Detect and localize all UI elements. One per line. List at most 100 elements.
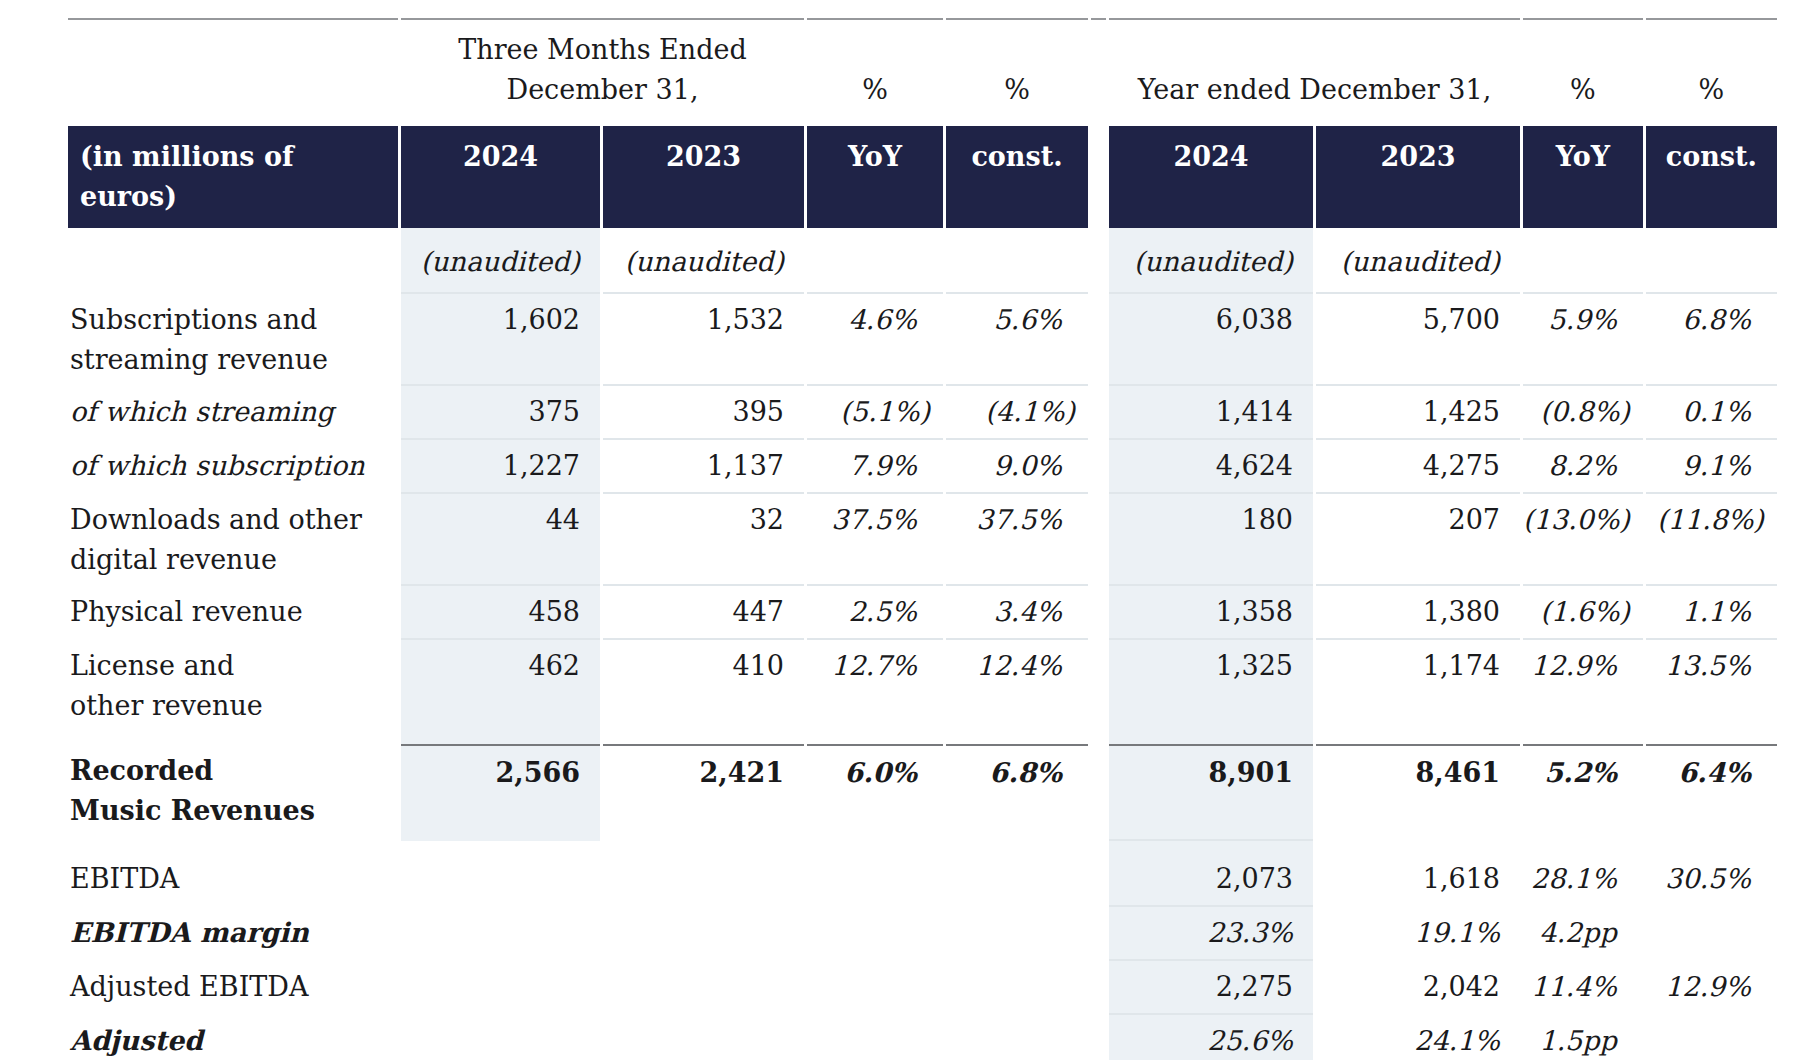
row-label: of which streaming xyxy=(68,386,398,440)
group-gap xyxy=(1091,841,1106,907)
column-header-q-2024: 2024 xyxy=(401,126,600,228)
column-header-fy-yoy: YoY xyxy=(1523,126,1643,228)
cell-fyyoy: (13.0%) xyxy=(1523,494,1643,586)
group-gap xyxy=(1091,1015,1106,1060)
row-label-line: Physical revenue xyxy=(70,592,394,632)
cell-q2024 xyxy=(401,961,600,1015)
blank-cell xyxy=(1109,18,1520,70)
cell-fyyoy: 5.2% xyxy=(1523,744,1643,841)
row-downloads-digital: Downloads and otherdigital revenue443237… xyxy=(68,494,1777,586)
table-body: (unaudited)(unaudited)(unaudited)(unaudi… xyxy=(68,228,1777,1060)
row-label: AdjustedEBITDA margin xyxy=(68,1015,398,1060)
column-header-fy-2023: 2023 xyxy=(1316,126,1520,228)
quarter-group-title-line1: Three Months Ended xyxy=(401,18,804,70)
row-recorded-music-revenues: RecordedMusic Revenues2,5662,4216.0%6.8%… xyxy=(68,744,1777,841)
cell-fyyoy: 12.9% xyxy=(1523,640,1643,744)
row-label: Adjusted EBITDA xyxy=(68,961,398,1015)
percent-header-fy-yoy: % xyxy=(1523,70,1643,126)
cell-fy2023: 5,700 xyxy=(1316,294,1520,386)
cell-q2024: 462 xyxy=(401,640,600,744)
row-ebitda-margin: EBITDA margin23.3%19.1%4.2pp xyxy=(68,907,1777,961)
cell-fyconst: 6.4% xyxy=(1646,744,1777,841)
cell-q2023 xyxy=(603,841,804,907)
cell-qyoy: 37.5% xyxy=(807,494,943,586)
cell-q2023: 2,421 xyxy=(603,744,804,841)
cell-fyyoy: 4.2pp xyxy=(1523,907,1643,961)
group-gap xyxy=(1091,294,1106,386)
cell-fyconst: 12.9% xyxy=(1646,961,1777,1015)
cell-qconst xyxy=(946,228,1088,294)
cell-fyyoy: 1.5pp xyxy=(1523,1015,1643,1060)
row-physical-revenue: Physical revenue4584472.5%3.4%1,3581,380… xyxy=(68,586,1777,640)
cell-qyoy: 6.0% xyxy=(807,744,943,841)
financial-results-table: Three Months Ended December 31, % % Year… xyxy=(65,18,1780,1060)
cell-q2023 xyxy=(603,1015,804,1060)
row-license-other: License andother revenue46241012.7%12.4%… xyxy=(68,640,1777,744)
row-label-line: digital revenue xyxy=(70,540,394,580)
cell-q2023: 32 xyxy=(603,494,804,586)
cell-fyconst: 13.5% xyxy=(1646,640,1777,744)
cell-q2024: 458 xyxy=(401,586,600,640)
cell-fy2024: 1,414 xyxy=(1109,386,1313,440)
row-unaudited: (unaudited)(unaudited)(unaudited)(unaudi… xyxy=(68,228,1777,294)
cell-q2023: 1,532 xyxy=(603,294,804,386)
cell-q2024 xyxy=(401,841,600,907)
row-label-line: Adjusted xyxy=(70,1021,394,1060)
cell-fy2024: 2,275 xyxy=(1109,961,1313,1015)
row-adjusted-ebitda-margin: AdjustedEBITDA margin25.6%24.1%1.5pp xyxy=(68,1015,1777,1060)
cell-qconst: 5.6% xyxy=(946,294,1088,386)
cell-fy2023: 19.1% xyxy=(1316,907,1520,961)
cell-qyoy: 4.6% xyxy=(807,294,943,386)
cell-fyyoy: 28.1% xyxy=(1523,841,1643,907)
row-adjusted-ebitda: Adjusted EBITDA2,2752,04211.4%12.9% xyxy=(68,961,1777,1015)
cell-fyyoy xyxy=(1523,228,1643,294)
cell-fy2024: 8,901 xyxy=(1109,744,1313,841)
cell-qconst: 9.0% xyxy=(946,440,1088,494)
cell-qconst xyxy=(946,961,1088,1015)
group-gap xyxy=(1091,586,1106,640)
blank-cell xyxy=(807,18,943,70)
cell-qyoy: (5.1%) xyxy=(807,386,943,440)
cell-qconst xyxy=(946,841,1088,907)
row-label-line: License and xyxy=(70,646,394,686)
cell-qconst: (4.1%) xyxy=(946,386,1088,440)
cell-fy2023: 4,275 xyxy=(1316,440,1520,494)
row-label-line: Subscriptions and xyxy=(70,300,394,340)
cell-fy2024: 25.6% xyxy=(1109,1015,1313,1060)
cell-q2024: (unaudited) xyxy=(401,228,600,294)
corner-blank xyxy=(68,18,398,70)
row-label-line: EBITDA xyxy=(70,859,394,899)
blank-cell xyxy=(1523,18,1643,70)
cell-qyoy: 2.5% xyxy=(807,586,943,640)
cell-q2024 xyxy=(401,1015,600,1060)
cell-q2024: 2,566 xyxy=(401,744,600,841)
header-period-row-2: December 31, % % Year ended December 31,… xyxy=(68,70,1777,126)
row-label: RecordedMusic Revenues xyxy=(68,744,398,841)
cell-fy2024: 180 xyxy=(1109,494,1313,586)
cell-q2023 xyxy=(603,907,804,961)
cell-qconst: 6.8% xyxy=(946,744,1088,841)
cell-fy2023: 1,380 xyxy=(1316,586,1520,640)
cell-qyoy: 12.7% xyxy=(807,640,943,744)
cell-fy2024: 1,358 xyxy=(1109,586,1313,640)
cell-fy2024: 4,624 xyxy=(1109,440,1313,494)
row-label: EBITDA xyxy=(68,841,398,907)
blank-cell xyxy=(946,18,1088,70)
cell-qyoy xyxy=(807,907,943,961)
cell-qconst: 3.4% xyxy=(946,586,1088,640)
cell-qconst xyxy=(946,907,1088,961)
cell-fyconst: 6.8% xyxy=(1646,294,1777,386)
cell-fyyoy: (0.8%) xyxy=(1523,386,1643,440)
percent-header-q-const: % xyxy=(946,70,1088,126)
cell-fy2024: 2,073 xyxy=(1109,841,1313,907)
cell-fyyoy: 5.9% xyxy=(1523,294,1643,386)
cell-qyoy xyxy=(807,1015,943,1060)
group-gap xyxy=(1091,70,1106,126)
cell-fy2024: 1,325 xyxy=(1109,640,1313,744)
row-of-which-subscription: of which subscription1,2271,1377.9%9.0%4… xyxy=(68,440,1777,494)
row-of-which-streaming: of which streaming375395(5.1%)(4.1%)1,41… xyxy=(68,386,1777,440)
cell-fyconst xyxy=(1646,228,1777,294)
cell-fyyoy: 8.2% xyxy=(1523,440,1643,494)
cell-q2024: 375 xyxy=(401,386,600,440)
row-label: EBITDA margin xyxy=(68,907,398,961)
